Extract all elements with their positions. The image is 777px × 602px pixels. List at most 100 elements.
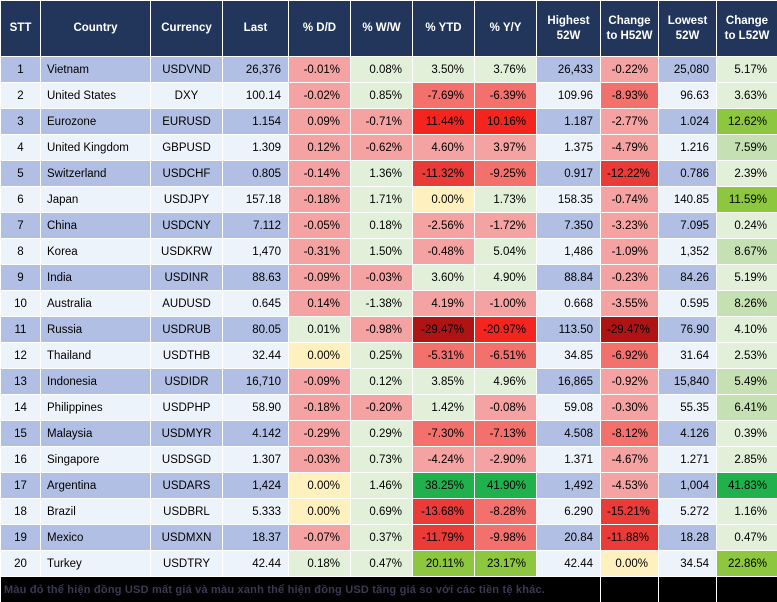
cell-ww: -0.03% [350,264,413,291]
cell-ytd: 20.11% [412,550,475,577]
cell-ch: -0.74% [600,186,659,213]
cell-ytd: 3.85% [412,368,475,395]
column-header-last: Last [222,0,289,57]
cell-low: 7.095 [658,212,717,239]
table-row: 18 Brazil USDBRL 5.333 0.00% 0.69% -13.68% -8.2… [0,498,777,525]
cell-cl: 5.17% [716,56,777,83]
cell-dd: -0.03% [288,446,351,473]
cell-last: 58.90 [222,394,289,421]
cell-last: 1.307 [222,446,289,473]
cell-cl: 0.47% [716,524,777,551]
cell-yy: 41.90% [474,472,537,499]
cell-ch: -0.23% [600,264,659,291]
cell-currency: USDTRY [150,550,223,577]
header-row: STT Country Currency Last% D/D% W/W% YTD% Y… [0,0,777,57]
table-row: 8 Korea USDKRW 1,470 -0.31% 1.50% -0.48% 5.04% 1… [0,238,777,265]
cell-ytd: 4.60% [412,134,475,161]
cell-last: 18.37 [222,524,289,551]
cell-ww: 0.37% [350,524,413,551]
cell-high: 0.668 [536,290,601,317]
cell-ytd: 3.50% [412,56,475,83]
cell-dd: 0.12% [288,134,351,161]
cell-dd: 0.00% [288,472,351,499]
cell-yy: 5.04% [474,238,537,265]
cell-ch: -4.67% [600,446,659,473]
cell-low: 0.786 [658,160,717,187]
cell-ch: -12.22% [600,160,659,187]
cell-yy: -8.28% [474,498,537,525]
cell-low: 5.272 [658,498,717,525]
cell-ww: 1.36% [350,160,413,187]
cell-stt: 2 [0,82,41,109]
cell-yy: 3.76% [474,56,537,83]
cell-country: Mexico [40,524,151,551]
cell-country: Thailand [40,342,151,369]
cell-country: Argentina [40,472,151,499]
cell-low: 1.216 [658,134,717,161]
cell-low: 31.64 [658,342,717,369]
cell-ch: -29.47% [600,316,659,343]
footer-spacer-cell [716,576,777,602]
cell-cl: 6.41% [716,394,777,421]
cell-yy: -6.39% [474,82,537,109]
cell-last: 88.63 [222,264,289,291]
table-row: 9 India USDINR 88.63 -0.09% -0.03% 3.60% 4.90% 8… [0,264,777,291]
column-header-cl: Change to L52W [716,0,777,57]
table-row: 13 Indonesia USDIDR 16,710 -0.09% 0.12% 3.85% 4… [0,368,777,395]
cell-stt: 8 [0,238,41,265]
table-row: 2 United States DXY 100.14 -0.02% 0.85% -7.69%… [0,82,777,109]
cell-ch: -6.92% [600,342,659,369]
cell-last: 1.309 [222,134,289,161]
cell-high: 158.35 [536,186,601,213]
cell-ww: 0.47% [350,550,413,577]
cell-dd: -0.02% [288,82,351,109]
cell-ch: -3.23% [600,212,659,239]
cell-ww: -1.38% [350,290,413,317]
cell-cl: 0.24% [716,212,777,239]
cell-low: 34.54 [658,550,717,577]
cell-currency: USDMYR [150,420,223,447]
cell-currency: DXY [150,82,223,109]
cell-country: Russia [40,316,151,343]
cell-ww: 1.46% [350,472,413,499]
cell-yy: 4.96% [474,368,537,395]
cell-ch: 0.00% [600,550,659,577]
cell-dd: -0.31% [288,238,351,265]
cell-dd: -0.09% [288,264,351,291]
cell-dd: -0.29% [288,420,351,447]
cell-last: 1,470 [222,238,289,265]
cell-ww: 0.69% [350,498,413,525]
cell-low: 1.024 [658,108,717,135]
cell-currency: USDINR [150,264,223,291]
column-header-currency: Currency [150,0,223,57]
cell-high: 113.50 [536,316,601,343]
cell-ww: 1.50% [350,238,413,265]
cell-currency: USDPHP [150,394,223,421]
cell-cl: 41.83% [716,472,777,499]
cell-country: United States [40,82,151,109]
cell-stt: 17 [0,472,41,499]
cell-ww: -0.71% [350,108,413,135]
cell-stt: 9 [0,264,41,291]
cell-stt: 4 [0,134,41,161]
cell-currency: USDSGD [150,446,223,473]
cell-cl: 4.10% [716,316,777,343]
cell-country: Eurozone [40,108,151,135]
cell-cl: 2.53% [716,342,777,369]
cell-stt: 16 [0,446,41,473]
cell-yy: 3.97% [474,134,537,161]
footer-spacer-cell [600,576,659,602]
cell-ch: -0.92% [600,368,659,395]
cell-ww: -0.62% [350,134,413,161]
cell-currency: USDIDR [150,368,223,395]
table-row: 4 United Kingdom GBPUSD 1.309 0.12% -0.62% 4.6… [0,134,777,161]
cell-high: 34.85 [536,342,601,369]
cell-ytd: -7.69% [412,82,475,109]
footer-spacer-cell [658,576,717,602]
column-header-country: Country [40,0,151,57]
cell-stt: 5 [0,160,41,187]
cell-high: 1.187 [536,108,601,135]
cell-cl: 0.39% [716,420,777,447]
table-row: 19 Mexico USDMXN 18.37 -0.07% 0.37% -11.79% -9.… [0,524,777,551]
